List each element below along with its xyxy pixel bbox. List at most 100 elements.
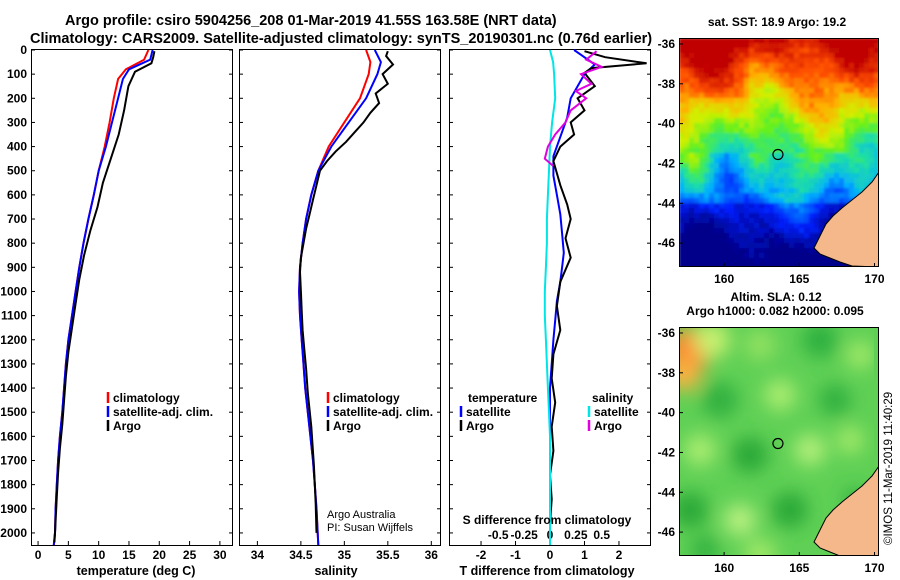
sst-cell — [764, 73, 770, 79]
sst-cell — [764, 133, 770, 139]
sst-cell — [844, 113, 850, 119]
sst-cell — [744, 178, 750, 184]
sst-cell — [769, 88, 775, 94]
sst-cell — [789, 158, 795, 164]
sst-cell — [724, 58, 730, 64]
sst-cell — [734, 78, 740, 84]
sst-cell — [719, 183, 725, 189]
sst-cell — [779, 233, 785, 239]
sst-cell — [734, 248, 740, 254]
sst-cell — [874, 68, 879, 74]
sst-cell — [769, 158, 775, 164]
lat-tick-label: -44 — [658, 485, 676, 499]
sst-cell — [869, 153, 875, 159]
sst-cell — [709, 173, 715, 179]
sla-blob — [772, 492, 808, 528]
sst-cell — [754, 143, 760, 149]
sst-cell — [859, 123, 865, 129]
x-tick-label: -1 — [510, 548, 521, 562]
sst-cell — [744, 223, 750, 229]
sst-cell — [719, 198, 725, 204]
sst-cell — [849, 93, 855, 99]
sla-map-subtitle: Argo h1000: 0.082 h2000: 0.095 — [686, 304, 864, 318]
sst-cell — [689, 88, 695, 94]
sst-cell — [684, 88, 690, 94]
sst-cell — [724, 153, 730, 159]
sst-cell — [804, 148, 810, 154]
sst-cell — [729, 128, 735, 134]
sst-cell — [724, 128, 730, 134]
sst-cell — [714, 43, 720, 49]
sst-cell — [844, 168, 850, 174]
sst-cell — [739, 213, 745, 219]
sst-cell — [739, 58, 745, 64]
sst-cell — [684, 78, 690, 84]
sst-cell — [689, 98, 695, 104]
sst-cell — [779, 98, 785, 104]
sst-cell — [714, 218, 720, 224]
sst-cell — [734, 133, 740, 139]
sst-cell — [864, 53, 870, 59]
sst-cell — [794, 43, 800, 49]
sst-cell — [859, 118, 865, 124]
sst-cell — [734, 48, 740, 54]
sst-cell — [769, 168, 775, 174]
sst-cell — [704, 53, 710, 59]
sst-cell — [789, 173, 795, 179]
sst-cell — [819, 158, 825, 164]
sst-cell — [744, 118, 750, 124]
sst-cell — [749, 188, 755, 194]
sst-cell — [864, 98, 870, 104]
sst-cell — [679, 113, 685, 119]
sst-cell — [714, 63, 720, 69]
sst-cell — [729, 188, 735, 194]
sst-cell — [814, 178, 820, 184]
sst-cell — [679, 178, 685, 184]
sst-cell — [694, 93, 700, 99]
sst-cell — [734, 228, 740, 234]
sst-cell — [814, 133, 820, 139]
sst-cell — [729, 263, 735, 267]
sst-cell — [839, 103, 845, 109]
sst-cell — [709, 233, 715, 239]
sst-cell — [689, 83, 695, 89]
sst-cell — [854, 133, 860, 139]
sst-cell — [679, 238, 685, 244]
legend-salinity-title: salinity — [592, 391, 634, 405]
sst-cell — [789, 88, 795, 94]
sst-cell — [869, 98, 875, 104]
sst-cell — [684, 128, 690, 134]
sst-cell — [869, 68, 875, 74]
sst-cell — [679, 38, 685, 44]
sst-cell — [704, 43, 710, 49]
sst-cell — [809, 213, 815, 219]
sst-cell — [839, 158, 845, 164]
sst-cell — [679, 98, 685, 104]
sst-cell — [774, 63, 780, 69]
sst-cell — [754, 228, 760, 234]
sst-cell — [754, 213, 760, 219]
sst-cell — [759, 73, 765, 79]
sst-cell — [734, 223, 740, 229]
sst-cell — [689, 153, 695, 159]
sst-cell — [739, 158, 745, 164]
sst-cell — [854, 188, 860, 194]
sst-cell — [799, 228, 805, 234]
sst-cell — [709, 113, 715, 119]
sst-cell — [724, 43, 730, 49]
sst-cell — [869, 168, 875, 174]
sst-cell — [759, 88, 765, 94]
sst-cell — [759, 218, 765, 224]
sst-cell — [819, 168, 825, 174]
sst-cell — [874, 108, 879, 114]
sst-cell — [819, 263, 825, 267]
sst-cell — [714, 133, 720, 139]
sst-cell — [734, 158, 740, 164]
sst-cell — [839, 173, 845, 179]
sst-cell — [724, 208, 730, 214]
sst-cell — [799, 98, 805, 104]
sst-cell — [684, 183, 690, 189]
sst-cell — [874, 58, 879, 64]
sst-cell — [714, 163, 720, 169]
sst-cell — [734, 88, 740, 94]
